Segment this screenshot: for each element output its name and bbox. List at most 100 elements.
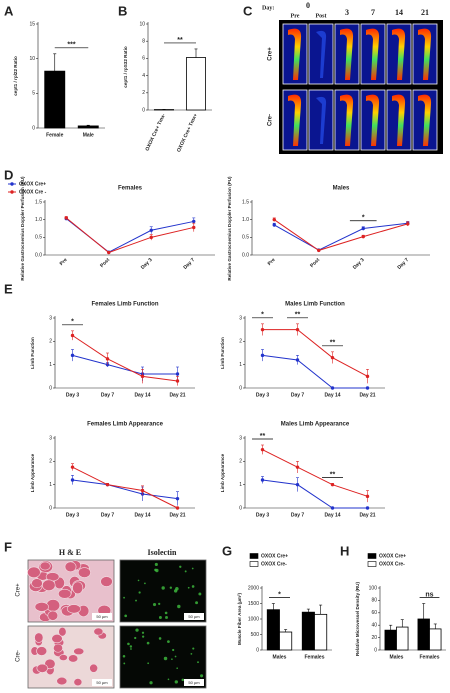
y-axis-label: Muscle Fiber Area (µm²): [237, 593, 242, 645]
x-tick-label: Female: [46, 132, 63, 138]
y-tick-label: 1.0: [242, 217, 249, 223]
y-tick-label: 0: [256, 647, 259, 653]
vessel-signal: [135, 599, 137, 602]
x-tick-label: Day 7: [101, 392, 115, 398]
muscle-fiber: [93, 627, 104, 636]
y-tick-label: 1000: [248, 616, 259, 622]
muscle-fiber: [89, 663, 98, 673]
legend-swatch: [367, 561, 377, 567]
perfusion-signal: [366, 94, 380, 146]
vessel-signal: [158, 616, 162, 619]
panel-letter: E: [4, 281, 13, 296]
vessel-signal: [138, 591, 141, 594]
x-tick-label: Day 3: [256, 392, 270, 398]
y-axis-label: cept1 / rpl22 Ratio: [13, 56, 18, 96]
line: [262, 354, 368, 389]
vessel-signal: [122, 655, 126, 658]
bar: [314, 613, 328, 651]
line: [262, 329, 368, 377]
chart-title: Females: [118, 186, 143, 192]
legend-label: OXOX Cre-: [261, 561, 287, 567]
scale-bar-label: 50 µm: [188, 680, 200, 685]
y-tick-label: 20: [371, 635, 377, 641]
muscle-fiber: [47, 610, 59, 621]
point: [105, 482, 110, 487]
scale-bar-label: 50 µm: [188, 614, 200, 619]
vessel-signal: [175, 586, 179, 591]
point: [365, 374, 370, 379]
legend-label: OXOX Cre-: [379, 561, 405, 567]
column-label: 14: [395, 8, 403, 17]
x-tick-label: Day 7: [291, 392, 305, 398]
perfusion-signal: [316, 96, 327, 144]
vessel-signal: [129, 645, 133, 648]
y-tick-label: 1: [49, 482, 52, 488]
y-axis-label: Limb Appearance: [30, 453, 35, 492]
y-axis-label: Relative Gastrocnemius Doppler Perfusion…: [20, 176, 25, 281]
y-tick-label: 10: [29, 56, 35, 62]
x-tick-label: Day 3: [66, 392, 80, 398]
x-tick-label: Male: [83, 132, 94, 138]
y-tick-label: 15: [29, 21, 35, 27]
vessel-signal: [181, 678, 185, 682]
vessel-signal: [164, 611, 168, 615]
column-label: 21: [421, 8, 429, 17]
bar: [185, 57, 206, 111]
chart-title: Females Limb Function: [91, 302, 158, 308]
muscle-fiber: [53, 643, 63, 653]
bar: [417, 618, 430, 651]
point: [295, 482, 300, 487]
vessel-signal: [187, 586, 190, 589]
bar: [384, 629, 397, 651]
point: [317, 248, 321, 253]
y-tick-label: 80: [371, 598, 377, 604]
point: [107, 250, 111, 255]
muscle-fiber: [56, 676, 68, 686]
vessel-signal: [172, 648, 175, 652]
legend-swatch: [249, 561, 259, 567]
chart-title: Males Limb Appearance: [281, 422, 350, 428]
legend-swatch: [367, 553, 377, 559]
y-axis-label: Relative Gastrocnemius Doppler Perfusion…: [227, 176, 232, 281]
muscle-fiber: [68, 654, 79, 663]
annotation: **: [295, 312, 301, 319]
annotation: ***: [67, 42, 75, 49]
row-label: Cre-: [268, 114, 274, 126]
muscle-fiber: [73, 647, 85, 656]
y-tick-label: 0: [142, 107, 145, 113]
vessel-signal: [163, 656, 168, 661]
point: [64, 216, 68, 220]
point: [361, 226, 365, 231]
vessel-signal: [174, 680, 178, 684]
vessel-signal: [191, 585, 195, 588]
y-tick-label: 1.5: [242, 199, 249, 205]
x-tick-label: Day 21: [169, 392, 185, 398]
point: [361, 234, 365, 239]
vessel-signal: [165, 616, 168, 619]
scale-bar-box: [184, 613, 204, 620]
x-tick-label: Day 14: [134, 512, 150, 518]
column-label: Post: [316, 13, 327, 19]
point: [330, 506, 335, 510]
muscle-fiber: [39, 561, 51, 571]
y-tick-label: 3: [49, 435, 52, 441]
isolectin-image: [119, 559, 207, 623]
vessel-signal: [155, 568, 159, 573]
y-tick-label: 1.0: [35, 217, 42, 223]
vessel-signal: [195, 601, 199, 605]
chart-title: Females Limb Appearance: [87, 422, 163, 428]
vessel-signal: [197, 661, 199, 664]
scale-bar-label: 50 µm: [96, 614, 108, 619]
muscle-fiber: [34, 632, 44, 643]
vessel-signal: [177, 604, 181, 609]
point: [105, 357, 110, 361]
point: [330, 482, 335, 487]
y-tick-label: 0: [374, 647, 377, 653]
vessel-signal: [147, 662, 150, 665]
x-tick-label: Day 21: [359, 512, 375, 518]
point: [260, 478, 265, 482]
y-tick-label: 2: [49, 339, 52, 345]
row-label: Cre-: [16, 650, 22, 662]
x-tick-label: Day 14: [324, 392, 340, 398]
point: [295, 358, 300, 362]
